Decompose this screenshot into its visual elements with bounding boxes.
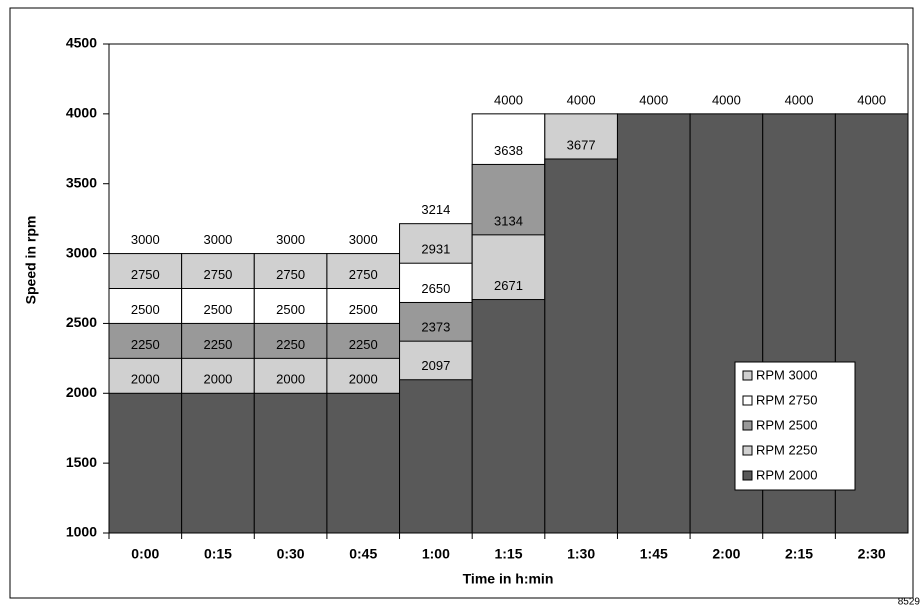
data-label: 2750 [131, 267, 160, 282]
data-label: 3214 [421, 202, 450, 217]
data-label: 2750 [276, 267, 305, 282]
data-label: 2500 [131, 302, 160, 317]
data-label: 2373 [421, 320, 450, 335]
bar [108, 392, 183, 534]
data-label: 2250 [131, 337, 160, 352]
footnote: 8529 [898, 597, 921, 608]
data-label: 3000 [276, 232, 305, 247]
x-tick-label: 0:30 [277, 546, 305, 562]
data-label: 2000 [349, 372, 378, 387]
bar [471, 299, 546, 534]
data-label: 4000 [857, 92, 886, 107]
legend-swatch [742, 370, 753, 381]
data-label: 3000 [349, 232, 378, 247]
data-label: 2671 [494, 278, 523, 293]
y-tick-label: 4500 [66, 35, 97, 51]
bar [616, 113, 691, 534]
x-axis-title: Time in h:min [463, 571, 554, 587]
x-tick-label: 2:30 [858, 546, 886, 562]
frame [9, 7, 914, 599]
bar [544, 158, 618, 534]
y-axis-title: Speed in rpm [23, 216, 39, 305]
data-label: 3000 [203, 232, 232, 247]
data-label: 2750 [349, 267, 378, 282]
data-label: 2097 [421, 358, 450, 373]
legend-label: RPM 2500 [756, 417, 817, 432]
data-label: 3677 [567, 137, 596, 152]
bar [253, 392, 328, 534]
x-tick-label: 1:30 [567, 546, 595, 562]
bar [399, 379, 473, 534]
legend-swatch [742, 395, 753, 406]
y-tick-label: 3500 [66, 174, 97, 190]
data-label: 3134 [494, 213, 523, 228]
legend-swatch [742, 445, 753, 456]
y-tick-label: 3000 [66, 244, 97, 260]
y-tick-label: 4000 [66, 105, 97, 121]
x-tick-label: 0:15 [204, 546, 232, 562]
bar [181, 392, 255, 534]
x-tick-label: 0:00 [131, 546, 159, 562]
data-label: 2750 [203, 267, 232, 282]
data-label: 2250 [276, 337, 305, 352]
x-tick-label: 2:00 [712, 546, 740, 562]
legend-label: RPM 2000 [756, 467, 817, 482]
data-label: 2250 [203, 337, 232, 352]
x-tick-label: 0:45 [349, 546, 377, 562]
legend-label: RPM 2250 [756, 442, 817, 457]
legend-label: RPM 3000 [756, 367, 817, 382]
legend-swatch [742, 470, 753, 481]
bar [326, 392, 401, 534]
data-label: 2650 [421, 281, 450, 296]
legend-swatch [742, 420, 753, 431]
y-tick-label: 1000 [66, 524, 97, 540]
data-label: 4000 [567, 92, 596, 107]
legend [734, 361, 856, 491]
data-label: 2250 [349, 337, 378, 352]
data-label: 4000 [494, 92, 523, 107]
data-label: 2500 [349, 302, 378, 317]
data-label: 4000 [639, 92, 668, 107]
legend-label: RPM 2750 [756, 392, 817, 407]
x-tick-label: 2:15 [785, 546, 813, 562]
data-label: 2500 [276, 302, 305, 317]
data-label: 2931 [421, 242, 450, 257]
y-tick-label: 1500 [66, 454, 97, 470]
data-label: 2000 [276, 372, 305, 387]
x-tick-label: 1:45 [640, 546, 668, 562]
data-label: 3000 [131, 232, 160, 247]
data-label: 2000 [131, 372, 160, 387]
data-label: 4000 [785, 92, 814, 107]
data-label: 2000 [203, 372, 232, 387]
data-label: 4000 [712, 92, 741, 107]
x-tick-label: 1:00 [422, 546, 450, 562]
data-label: 2500 [203, 302, 232, 317]
y-tick-label: 2500 [66, 314, 97, 330]
data-label: 3638 [494, 143, 523, 158]
y-tick-label: 2000 [66, 384, 97, 400]
x-tick-label: 1:15 [494, 546, 522, 562]
